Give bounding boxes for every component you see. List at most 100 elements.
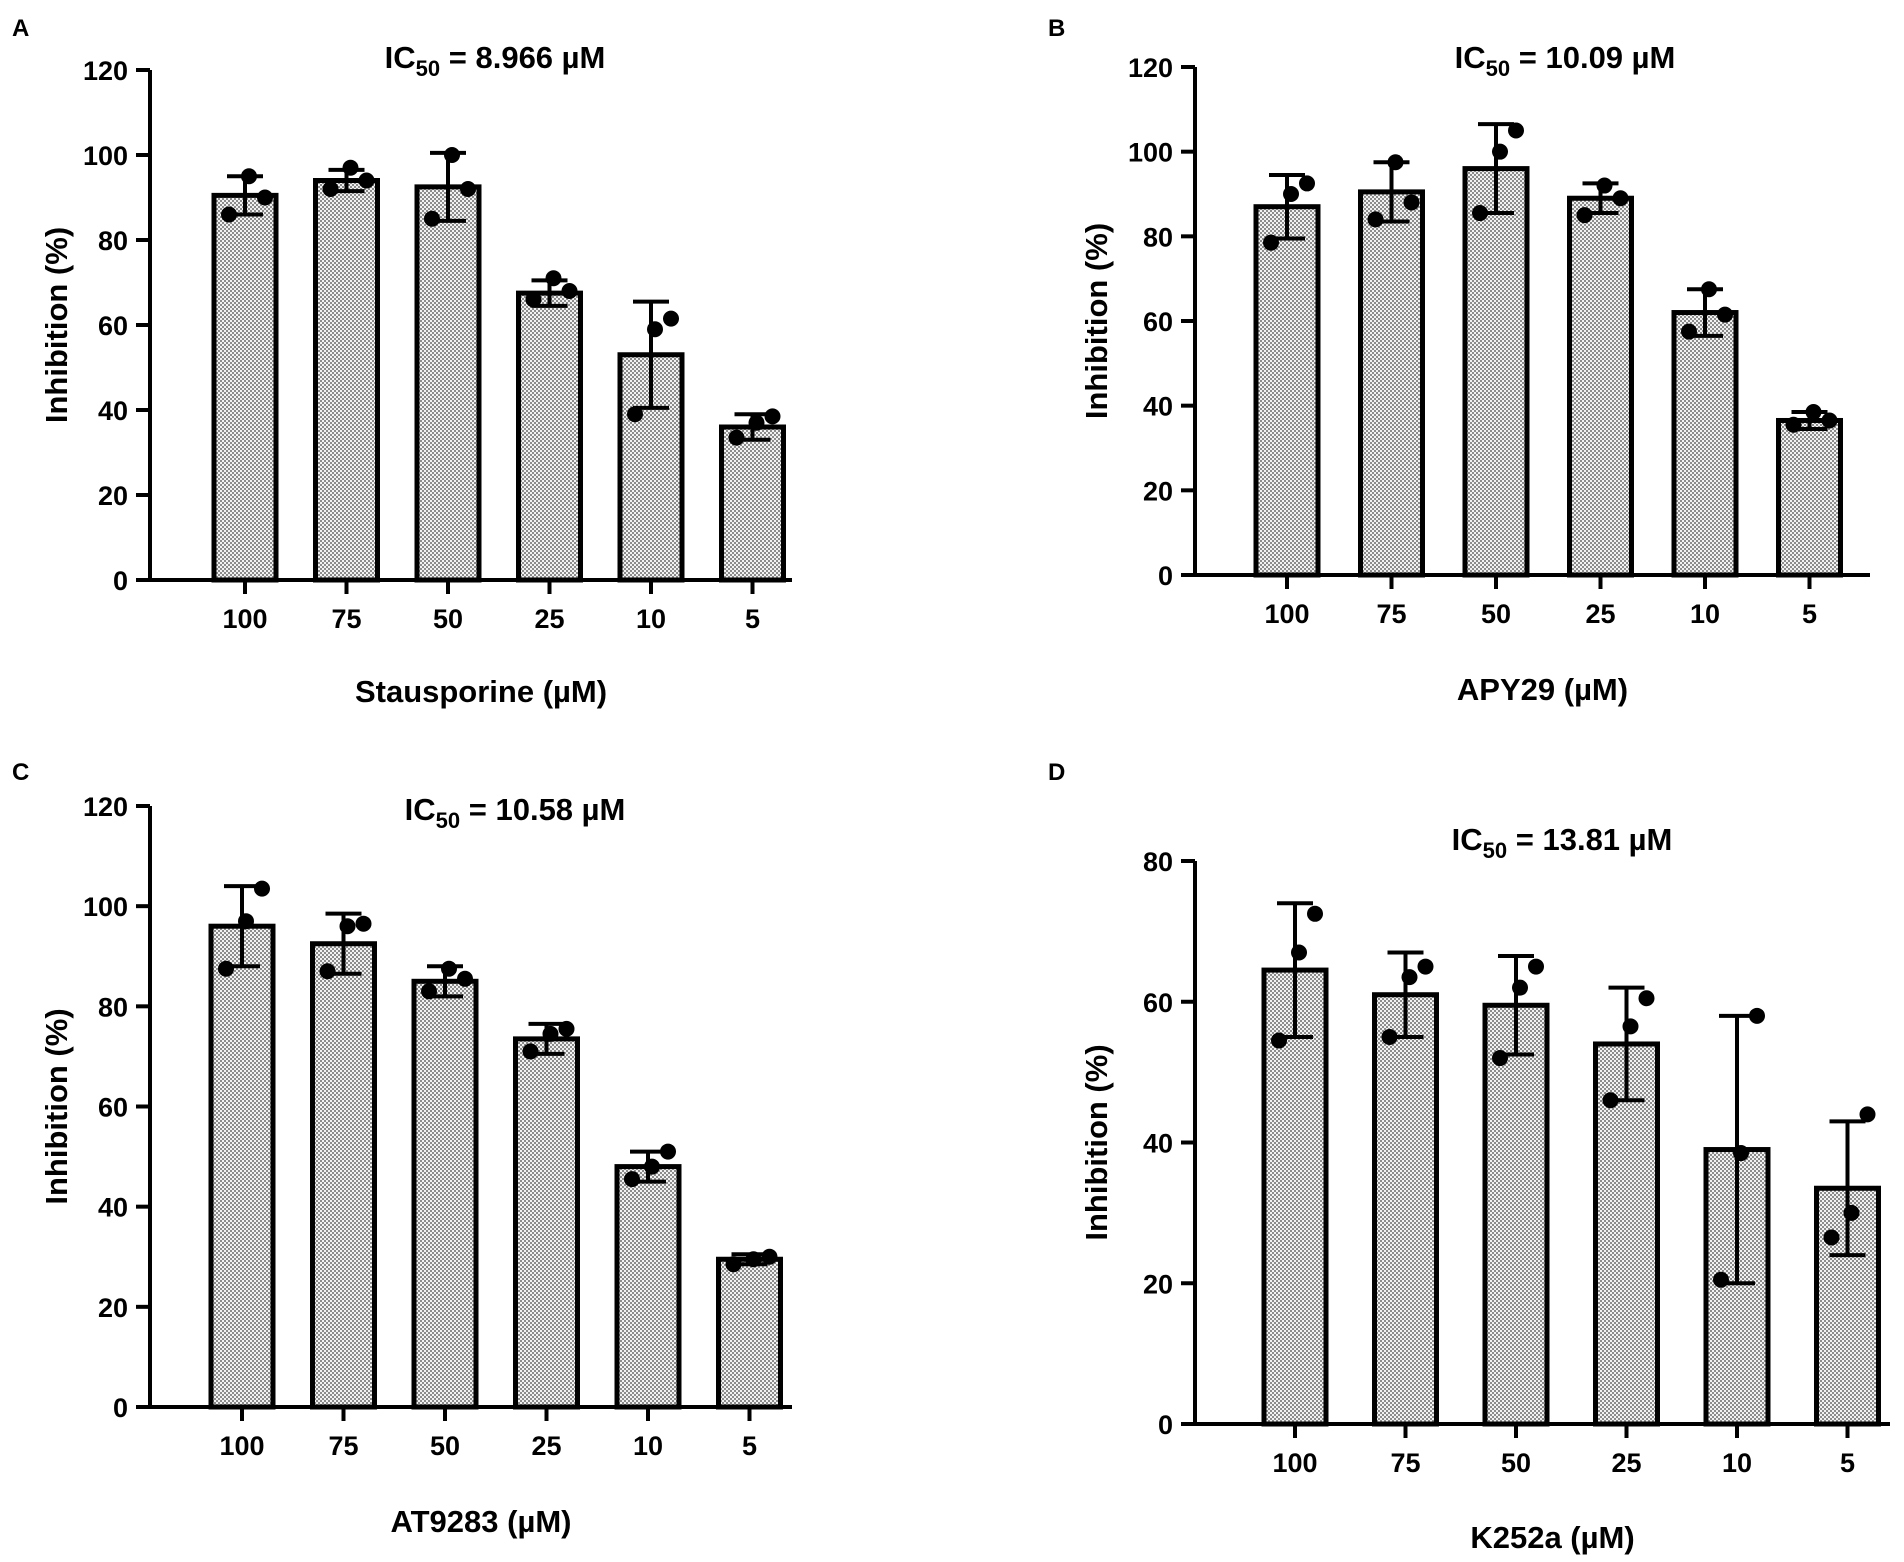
chart-panel-a: A IC50 = 8.966 µM 0 20 40 60 80 100 120 100 75 50 25…: [12, 15, 792, 709]
bar: [310, 941, 377, 1410]
x-tick-label: 5: [742, 1431, 757, 1461]
data-point: [1387, 154, 1404, 171]
data-point: [238, 913, 254, 930]
data-point: [342, 159, 359, 176]
y-tick-label: 40: [98, 396, 128, 426]
x-tick-label: 25: [1611, 1448, 1641, 1478]
bar: [1253, 204, 1321, 578]
data-point: [558, 1020, 575, 1037]
data-point: [627, 406, 643, 423]
data-point: [358, 172, 375, 189]
y-tick-label: 0: [113, 1393, 128, 1423]
bar: [1567, 195, 1634, 578]
data-point: [647, 321, 663, 338]
x-tick-label: 75: [1376, 599, 1406, 629]
y-tick-label: 40: [1143, 1129, 1173, 1159]
y-tick-label: 20: [98, 1293, 128, 1323]
data-point: [339, 918, 356, 935]
chart-panel-d: D IC50 = 13.81 µM 0 20 40 60 80 100 75 50 25 10 5 K25…: [1048, 759, 1890, 1555]
data-point: [1843, 1204, 1860, 1221]
data-point: [745, 1251, 762, 1268]
x-tick-label: 75: [331, 604, 361, 634]
data-point: [1381, 1028, 1398, 1045]
data-point: [1823, 1229, 1840, 1246]
data-point: [1271, 1032, 1287, 1049]
panel-letter: D: [1048, 759, 1065, 786]
bar: [1482, 1002, 1550, 1427]
data-point: [444, 147, 460, 163]
data-point: [257, 189, 273, 206]
x-tick-label: 50: [433, 604, 463, 634]
y-tick-label: 100: [83, 141, 128, 171]
x-tick-label: 100: [222, 604, 267, 634]
y-axis-label: Inhibition (%): [1079, 1044, 1114, 1240]
data-point: [421, 983, 437, 1000]
data-point: [660, 1143, 676, 1160]
y-axis-label: Inhibition (%): [39, 1008, 74, 1204]
data-point: [1283, 186, 1299, 202]
y-tick-label: 80: [1143, 222, 1173, 252]
data-point: [1622, 1018, 1639, 1035]
data-point: [218, 960, 234, 977]
data-point: [1508, 122, 1524, 139]
y-tick-label: 100: [83, 892, 128, 922]
x-tick-label: 5: [1840, 1448, 1855, 1478]
data-point: [1576, 207, 1593, 224]
data-point: [728, 429, 745, 446]
data-point: [1299, 175, 1315, 192]
data-point: [424, 210, 440, 227]
chart-title: IC50 = 13.81 µM: [1452, 822, 1673, 863]
bar: [516, 290, 583, 583]
data-point: [1717, 306, 1733, 323]
y-axis-label: Inhibition (%): [39, 227, 74, 423]
x-tick-label: 5: [745, 604, 760, 634]
data-point: [1596, 177, 1613, 194]
y-tick-label: 40: [98, 1193, 128, 1223]
y-tick-label: 40: [1143, 392, 1173, 422]
y-tick-label: 20: [1143, 476, 1173, 506]
data-point: [355, 915, 372, 932]
y-tick-label: 60: [98, 311, 128, 341]
x-tick-label: 100: [1264, 599, 1309, 629]
bar: [719, 424, 786, 583]
data-point: [1749, 1007, 1765, 1024]
data-point: [725, 1256, 742, 1273]
y-tick-label: 0: [1158, 1410, 1173, 1440]
panel-letter: A: [12, 15, 29, 42]
x-tick-label: 10: [1722, 1448, 1752, 1478]
data-point: [663, 310, 679, 327]
x-tick-label: 100: [219, 1431, 264, 1461]
data-point: [1367, 211, 1384, 228]
x-tick-label: 75: [1390, 1448, 1420, 1478]
data-point: [1263, 234, 1279, 251]
data-point: [1821, 412, 1838, 429]
data-point: [457, 970, 473, 987]
data-point: [1492, 1050, 1508, 1067]
bar: [1358, 189, 1425, 578]
data-point: [561, 283, 578, 299]
bar: [411, 978, 479, 1410]
data-point: [254, 880, 270, 897]
bar: [211, 192, 279, 583]
x-tick-label: 25: [531, 1431, 561, 1461]
y-tick-label: 120: [83, 56, 128, 86]
bar: [414, 184, 482, 583]
y-tick-label: 80: [98, 226, 128, 256]
bar: [313, 178, 380, 583]
data-point: [1512, 979, 1528, 996]
data-point: [764, 408, 781, 425]
data-point: [319, 963, 336, 980]
data-point: [441, 960, 457, 977]
data-point: [542, 1025, 559, 1042]
bar: [208, 923, 276, 1410]
data-point: [1307, 905, 1323, 922]
x-tick-label: 25: [1585, 599, 1615, 629]
data-point: [1805, 404, 1822, 421]
x-tick-label: 10: [636, 604, 666, 634]
chart-panel-c: C IC50 = 10.58 µM 0 20 40 60 80 100 120 100 75 50 25…: [12, 759, 792, 1539]
data-point: [460, 181, 476, 197]
data-point: [1733, 1145, 1749, 1162]
panel-letter: C: [12, 759, 29, 786]
x-tick-label: 10: [1690, 599, 1720, 629]
y-tick-label: 20: [1143, 1269, 1173, 1299]
